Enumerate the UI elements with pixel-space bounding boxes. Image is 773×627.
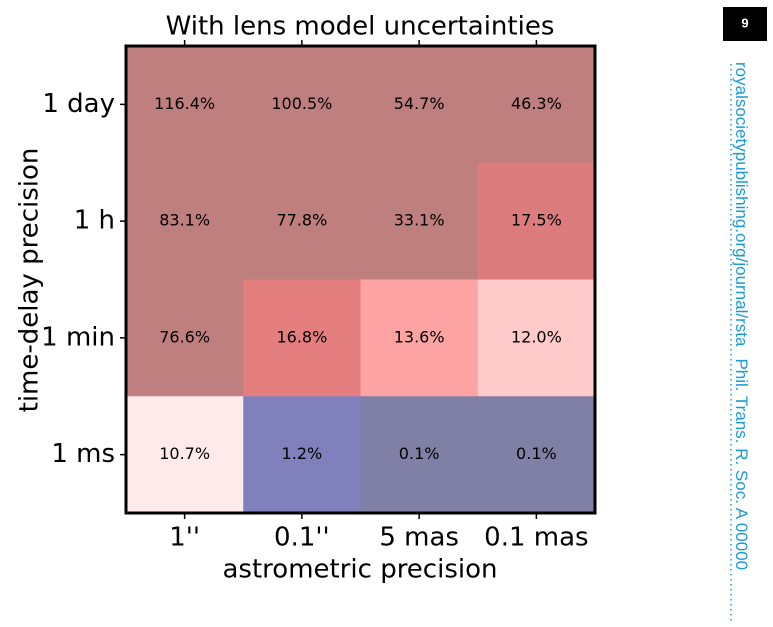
y-axis-label: time-delay precision: [15, 148, 45, 413]
heatmap-cell: [477, 279, 596, 397]
side-text: royalsocietypublishing.org/journal/rsta P…: [732, 62, 751, 570]
heatmap-cells: [126, 46, 596, 514]
cell-label: 54.7%: [394, 94, 445, 113]
heatmap-cell: [243, 279, 361, 397]
journal-citation: Phil. Trans. R. Soc. A 00000: [732, 358, 751, 570]
page-number-box: [723, 7, 767, 41]
heatmap-cell: [243, 162, 361, 280]
x-tick-label: 0.1 mas: [484, 523, 588, 553]
heatmap-cell: [477, 162, 596, 280]
cell-label: 46.3%: [511, 94, 562, 113]
heatmap-cell: [126, 279, 244, 397]
cell-label: 0.1%: [516, 444, 557, 463]
heatmap-cell: [126, 162, 244, 280]
cell-label: 100.5%: [271, 94, 332, 113]
y-tick-label: 1 ms: [51, 439, 115, 469]
cell-label: 83.1%: [159, 211, 210, 230]
chart-title: With lens model uncertainties: [166, 12, 555, 42]
cell-label: 77.8%: [276, 211, 327, 230]
page-number: 9: [741, 15, 748, 30]
heatmap-cell: [126, 46, 244, 164]
cell-label: 116.4%: [154, 94, 215, 113]
cell-label: 33.1%: [394, 211, 445, 230]
cell-label: 16.8%: [276, 327, 327, 346]
journal-url: royalsocietypublishing.org/journal/rsta: [732, 62, 751, 347]
cell-label: 17.5%: [511, 211, 562, 230]
cell-label: 76.6%: [159, 327, 210, 346]
x-axis-label: astrometric precision: [223, 555, 498, 585]
heatmap-cell: [360, 46, 479, 164]
y-tick-label: 1 h: [74, 206, 115, 236]
x-tick-label: 1'': [169, 523, 200, 553]
y-tick-label: 1 min: [41, 322, 115, 352]
plot-frame: [124, 44, 597, 515]
heatmap-cell: [360, 279, 479, 397]
cell-label: 1.2%: [282, 444, 323, 463]
cell-label: 12.0%: [511, 327, 562, 346]
cell-label: 0.1%: [399, 444, 440, 463]
y-tick-label: 1 day: [42, 89, 115, 119]
x-tick-label: 5 mas: [379, 523, 459, 553]
heatmap-cell: [243, 46, 361, 164]
cell-label: 13.6%: [394, 327, 445, 346]
cell-label: 10.7%: [159, 444, 210, 463]
heatmap-cell: [360, 162, 479, 280]
x-tick-label: 0.1'': [274, 523, 330, 553]
heatmap-cell: [243, 396, 361, 514]
heatmap-cell: [477, 46, 596, 164]
heatmap-cell: [477, 396, 596, 514]
heatmap-cell: [126, 396, 244, 514]
heatmap-cell: [360, 396, 479, 514]
